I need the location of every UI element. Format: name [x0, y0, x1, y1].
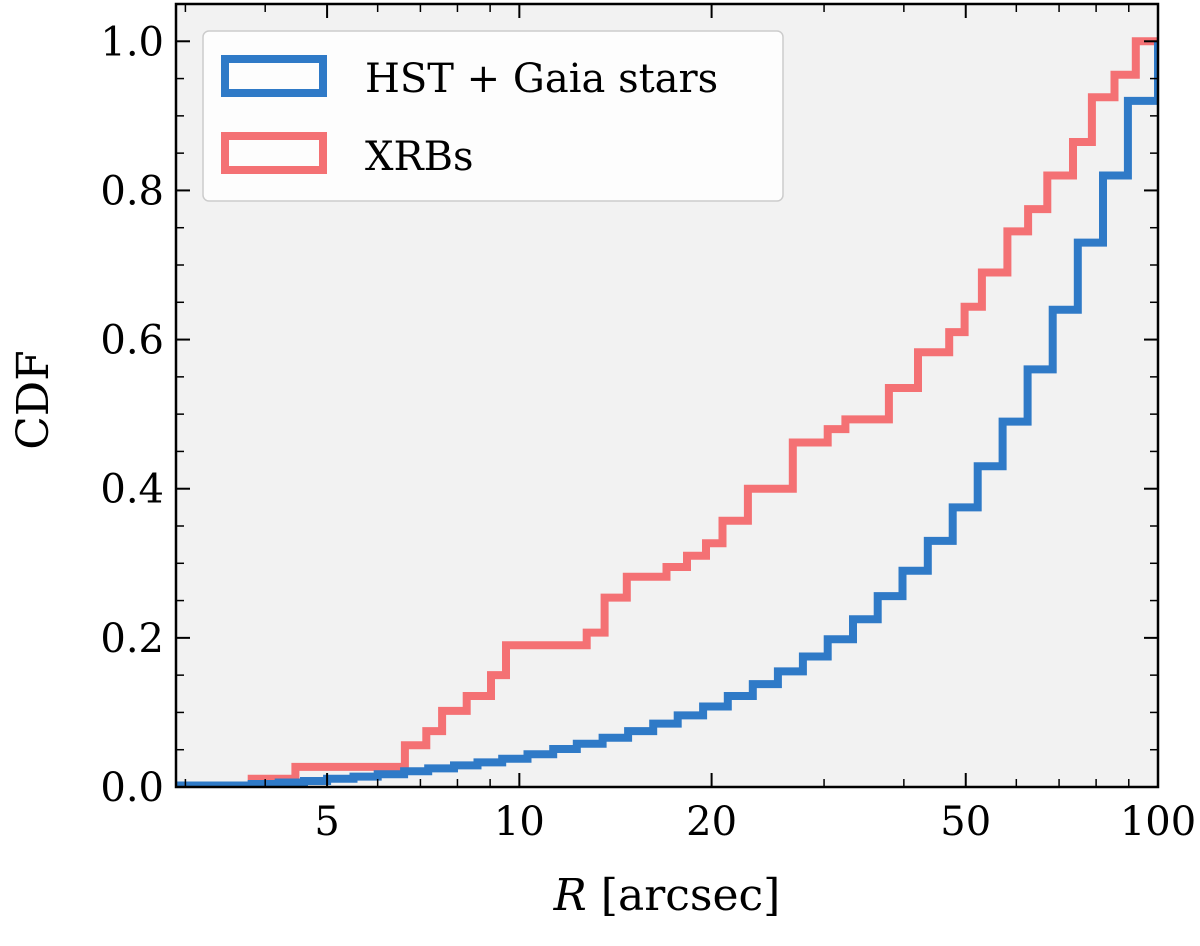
- legend-label-hst-gaia: HST + Gaia stars: [365, 56, 718, 102]
- y-tick-label: 0.0: [100, 765, 164, 811]
- legend-swatch-hst-gaia: [221, 55, 327, 97]
- x-axis-label: R [arcsec]: [553, 870, 781, 921]
- series-line-hst-gaia-stars: [176, 41, 1158, 787]
- plot-frame: [174, 2, 1160, 789]
- legend-swatch-xrbs: [221, 132, 327, 174]
- x-tick-label: 5: [314, 799, 339, 845]
- x-tick-label: 50: [940, 799, 991, 845]
- series-line-xrbs: [176, 37, 1158, 787]
- series-layer: [176, 37, 1158, 787]
- legend: HST + Gaia stars XRBs: [202, 30, 784, 202]
- y-tick-label: 0.8: [100, 168, 164, 214]
- x-tick-label: 20: [686, 799, 737, 845]
- y-tick-label: 0.6: [100, 318, 164, 364]
- tick-labels-layer: 5 10 20 50 100 0.0 0.2 0.4 0.6 0.8 1.0: [100, 19, 1196, 845]
- legend-box: [202, 30, 784, 202]
- y-tick-label: 0.2: [100, 616, 164, 662]
- y-tick-label: 0.4: [100, 467, 164, 513]
- x-axis-label-variable: R: [553, 870, 587, 921]
- y-axis-label: CDF: [8, 350, 59, 449]
- y-tick-label: 1.0: [100, 19, 164, 65]
- legend-label-xrbs: XRBs: [365, 134, 474, 180]
- x-tick-label: 100: [1120, 799, 1196, 845]
- x-axis-label-unit: [arcsec]: [587, 870, 781, 921]
- x-tick-label: 10: [494, 799, 545, 845]
